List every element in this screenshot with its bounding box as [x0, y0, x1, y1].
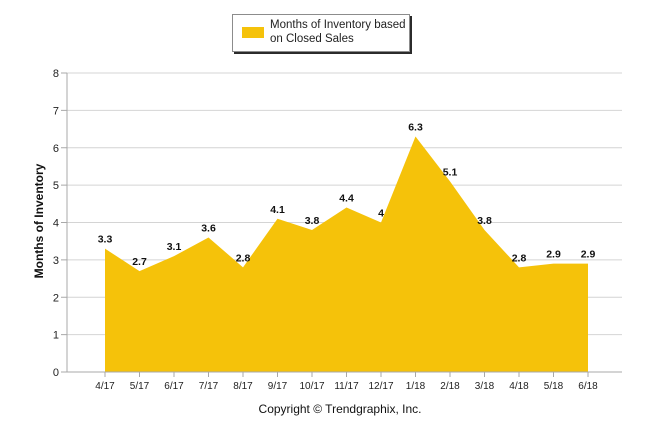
- legend-swatch: [242, 27, 264, 38]
- y-tick-label: 1: [53, 330, 59, 342]
- data-label: 2.9: [546, 249, 561, 261]
- y-tick-label: 6: [53, 143, 59, 155]
- y-tick-label: 8: [53, 68, 59, 80]
- data-label: 3.8: [305, 215, 320, 227]
- copyright-text: Copyright © Trendgraphix, Inc.: [258, 402, 422, 416]
- x-tick-labels: 4/17 5/17 6/17 7/17 8/17 9/17 10/17 11/17 12/17 1…: [95, 381, 598, 392]
- y-tick-label: 2: [53, 292, 59, 304]
- x-tick-label: 7/17: [199, 381, 219, 392]
- data-label: 6.3: [408, 122, 423, 134]
- y-tick-label: 5: [53, 180, 59, 192]
- axis-layer: [66, 73, 622, 377]
- data-label: 3.1: [167, 241, 182, 253]
- data-label: 5.1: [443, 166, 458, 178]
- x-tick-label: 4/17: [95, 381, 115, 392]
- legend: Months of Inventory based on Closed Sale…: [232, 14, 410, 52]
- x-tick-label: 12/17: [368, 381, 393, 392]
- x-tick-label: 9/17: [268, 381, 288, 392]
- x-tick-label: 5/17: [130, 381, 150, 392]
- x-tick-label: 6/17: [164, 381, 184, 392]
- data-label: 2.8: [236, 252, 251, 264]
- data-label: 4: [378, 208, 384, 220]
- series-area: [105, 136, 588, 372]
- y-tick-label: 7: [53, 105, 59, 117]
- data-label: 4.4: [339, 193, 354, 205]
- area-layer: [105, 136, 588, 372]
- x-tick-label: 6/18: [578, 381, 598, 392]
- x-tick-label: 5/18: [544, 381, 564, 392]
- x-tick-label: 11/17: [334, 381, 359, 392]
- data-label: 2.8: [512, 252, 527, 264]
- x-tick-label: 3/18: [475, 381, 495, 392]
- y-tick-label: 4: [53, 218, 59, 230]
- data-label: 3.3: [98, 234, 113, 246]
- data-label: 3.8: [477, 215, 492, 227]
- x-tick-label: 10/17: [299, 381, 324, 392]
- x-tick-label: 1/18: [406, 381, 426, 392]
- data-label: 3.6: [201, 222, 216, 234]
- data-label: 4.1: [270, 204, 285, 216]
- x-tick-label: 4/18: [509, 381, 529, 392]
- y-tick-label: 0: [53, 367, 59, 379]
- legend-label: Months of Inventory based on Closed Sale…: [270, 19, 406, 45]
- x-tick-label: 8/17: [233, 381, 253, 392]
- data-labels: 3.3 2.7 3.1 3.6 2.8 4.1 3.8 4.4 4 6.3 5.1 3.8 2.8 2.9…: [98, 122, 596, 269]
- x-tick-label: 2/18: [440, 381, 460, 392]
- data-label: 2.7: [132, 256, 147, 268]
- y-tick-labels: 0 1 2 3 4 5 6 7 8: [53, 68, 59, 379]
- y-axis-label: Months of Inventory: [32, 163, 46, 279]
- data-label: 2.9: [581, 249, 596, 261]
- y-tick-label: 3: [53, 255, 59, 267]
